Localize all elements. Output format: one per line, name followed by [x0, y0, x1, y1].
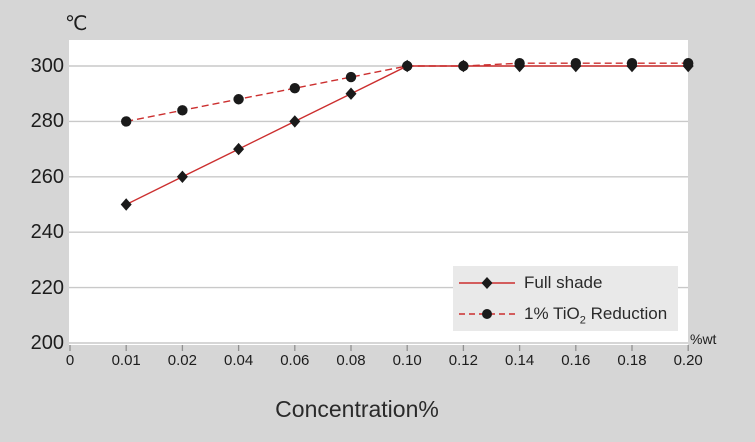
legend-item: 1% TiO2 Reduction — [459, 300, 678, 329]
y-tick-label: 200 — [30, 332, 64, 354]
legend-dashed-line-circle-icon — [459, 309, 515, 319]
x-tick-label: 0.14 — [504, 352, 535, 369]
x-axis-title: Concentration% — [275, 396, 439, 422]
y-tick-label: 240 — [30, 221, 64, 244]
legend-item: Full shade — [459, 269, 678, 298]
data-point-marker — [514, 59, 526, 73]
x-tick-label: 0.12 — [448, 352, 478, 369]
x-tick-label: 0.01 — [111, 352, 141, 369]
legend-box: Full shade 1% TiO2 Reduction — [453, 266, 678, 331]
x-tick-label: 0.02 — [167, 352, 197, 369]
data-point-marker — [121, 116, 132, 127]
data-point-marker — [682, 59, 694, 73]
y-tick-label: 220 — [30, 276, 64, 299]
y-axis-unit-label: ℃ — [65, 13, 88, 35]
data-point-marker — [345, 71, 357, 83]
y-tick-label: 280 — [30, 110, 64, 133]
data-point-marker — [570, 59, 582, 73]
x-tick-label: 0.06 — [280, 352, 310, 369]
data-point-marker — [401, 59, 413, 73]
data-point-marker — [177, 105, 188, 116]
x-tick-label: 0.18 — [617, 352, 647, 369]
legend-label: Full shade — [524, 273, 603, 292]
legend-solid-line-diamond-icon — [459, 277, 515, 289]
x-tick-label: 0.20 — [673, 352, 703, 369]
data-point-marker — [289, 115, 301, 128]
data-point-marker — [233, 94, 244, 105]
series-full-shade — [120, 59, 694, 211]
y-tick-label: 260 — [30, 165, 64, 188]
x-tick-label: 0.10 — [392, 352, 422, 369]
y-tick-label: 300 — [30, 55, 64, 77]
x-tick-label: 0 — [65, 352, 75, 369]
x-tick-label: 0.16 — [561, 352, 591, 369]
data-point-marker — [233, 142, 245, 156]
x-tick-label: 0.04 — [223, 352, 254, 369]
legend-label: 1% TiO2 Reduction — [524, 304, 668, 327]
data-point-marker — [345, 87, 357, 100]
x-axis-unit-label: %wt — [690, 331, 717, 347]
data-point-marker — [457, 59, 469, 73]
data-point-marker — [289, 82, 300, 94]
data-point-marker — [626, 59, 638, 73]
x-tick-label: 0.08 — [336, 352, 366, 369]
data-point-marker — [120, 198, 132, 211]
data-point-marker — [176, 170, 188, 183]
